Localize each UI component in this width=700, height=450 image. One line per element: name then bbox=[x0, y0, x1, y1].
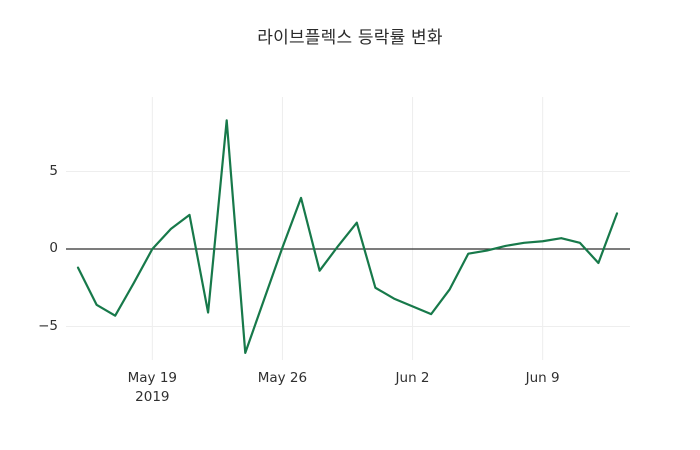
y-axis-tick-label: 5 bbox=[49, 162, 58, 179]
chart-title: 라이브플렉스 등락률 변화 bbox=[257, 28, 443, 48]
x-axis-tick-label: Jun 2 bbox=[353, 369, 473, 388]
x-axis-tick-label: May 26 bbox=[222, 369, 342, 388]
series-line bbox=[76, 119, 619, 354]
x-axis-tick-label: Jun 9 bbox=[483, 369, 603, 388]
x-axis-tick-label-secondary: 2019 bbox=[135, 389, 170, 405]
y-axis-tick-label: 0 bbox=[49, 240, 58, 256]
x-axis-tick-label-primary: May 19 bbox=[127, 370, 178, 386]
x-axis-tick-label-primary: Jun 9 bbox=[525, 370, 560, 386]
x-axis-tick-label-primary: Jun 2 bbox=[395, 370, 430, 386]
horizontal-gridlines bbox=[66, 171, 630, 327]
x-axis-tick-label-primary: May 26 bbox=[257, 370, 308, 386]
data-series-line bbox=[76, 119, 619, 354]
x-axis-tick-label: May 19 2019 bbox=[92, 369, 212, 407]
vertical-gridlines bbox=[151, 97, 544, 360]
y-axis-tick-label: −5 bbox=[38, 317, 58, 334]
